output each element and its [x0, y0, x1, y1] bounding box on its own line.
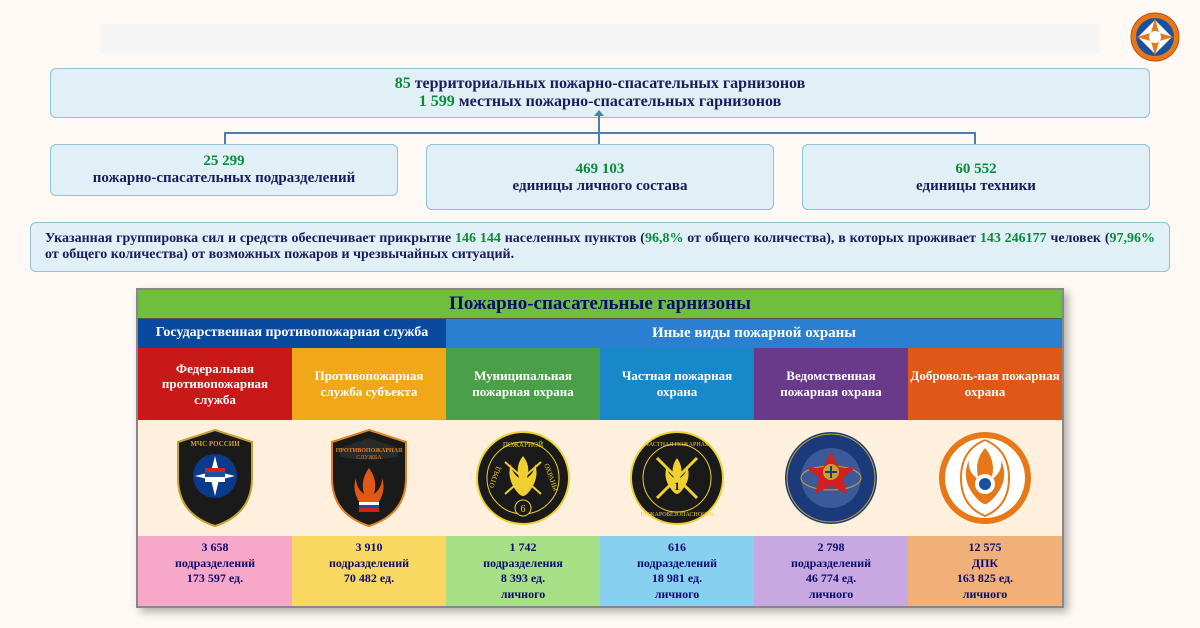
column-stats: 616подразделений18 981 ед.личного — [600, 536, 754, 606]
column-header: Федеральная противопожарная служба — [138, 348, 292, 420]
emercom-logo-icon — [1130, 12, 1180, 62]
emblem-icon: ПРОТИВОПОЖАРНАЯСЛУЖБА — [292, 420, 446, 536]
group-header-row: Государственная противопожарная служба И… — [138, 319, 1062, 348]
emblem-icon: ЧАСТНАЯ ПОЖАРНАЯ ПОЖАРОБЕЗОПАСНОСТЬ 1 — [600, 420, 754, 536]
connector-line — [224, 132, 226, 144]
emblem-icon: ПОЖАРНОЙОТРЯДОХРАНЫ6 — [446, 420, 600, 536]
emblem-icon — [908, 420, 1062, 536]
column-header: Ведомственная пожарная охрана — [754, 348, 908, 420]
svg-text:ПОЖАРОБЕЗОПАСНОСТЬ: ПОЖАРОБЕЗОПАСНОСТЬ — [641, 512, 714, 518]
column-stats: 3 658подразделений173 597 ед. — [138, 536, 292, 606]
stat-units-box: 25 299 пожарно-спасательных подразделени… — [50, 144, 398, 196]
garrison-diagram: Пожарно-спасательные гарнизоны Государст… — [136, 288, 1064, 608]
coverage-description: Указанная группировка сил и средств обес… — [30, 222, 1170, 272]
column-stats-row: 3 658подразделений173 597 ед.3 910подраз… — [138, 536, 1062, 606]
emblems-row: МЧС РОССИИПРОТИВОПОЖАРНАЯСЛУЖБАПОЖАРНОЙО… — [138, 420, 1062, 536]
group-other-protection: Иные виды пожарной охраны — [446, 319, 1062, 348]
column-stats: 3 910подразделений70 482 ед. — [292, 536, 446, 606]
svg-text:1: 1 — [674, 479, 680, 493]
emblem-icon: МЧС РОССИИ — [138, 420, 292, 536]
connector-line — [598, 132, 600, 144]
svg-text:ПОЖАРНОЙ: ПОЖАРНОЙ — [503, 441, 543, 449]
svg-text:ЧАСТНАЯ ПОЖАРНАЯ: ЧАСТНАЯ ПОЖАРНАЯ — [645, 442, 709, 448]
top-banner — [100, 24, 1100, 54]
diagram-title: Пожарно-спасательные гарнизоны — [138, 290, 1062, 319]
svg-text:СЛУЖБА: СЛУЖБА — [356, 455, 382, 461]
connector-line — [598, 116, 600, 132]
svg-text:ПРОТИВОПОЖАРНАЯ: ПРОТИВОПОЖАРНАЯ — [336, 448, 403, 454]
connector-line — [224, 132, 976, 134]
column-header: Противопожарная служба субъекта — [292, 348, 446, 420]
local-count: 1 599 — [419, 93, 455, 110]
column-headers-row: Федеральная противопожарная службаПротив… — [138, 348, 1062, 420]
column-stats: 2 798подразделений46 774 ед.личного — [754, 536, 908, 606]
column-header: Частная пожарная охрана — [600, 348, 754, 420]
svg-text:МЧС РОССИИ: МЧС РОССИИ — [190, 440, 240, 448]
connector-line — [974, 132, 976, 144]
territorial-count: 85 — [395, 75, 411, 92]
emblem-icon — [754, 420, 908, 536]
svg-text:6: 6 — [521, 504, 526, 515]
column-stats: 1 742подразделения8 393 ед.личного — [446, 536, 600, 606]
column-header: Муниципальная пожарная охрана — [446, 348, 600, 420]
column-header: Доброволь-ная пожарная охрана — [908, 348, 1062, 420]
column-stats: 12 575ДПК163 825 ед.личного — [908, 536, 1062, 606]
stat-personnel-box: 469 103 единицы личного состава — [426, 144, 774, 210]
stat-equipment-box: 60 552 единицы техники — [802, 144, 1150, 210]
group-state-service: Государственная противопожарная служба — [138, 319, 446, 348]
